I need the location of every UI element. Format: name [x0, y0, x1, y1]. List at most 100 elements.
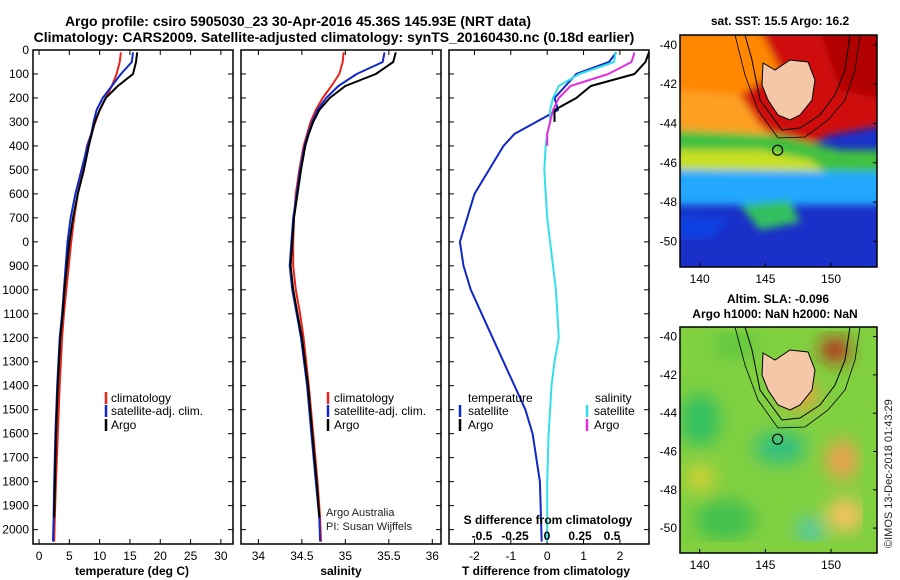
salinity-series: [288, 52, 397, 542]
s-tick-label: -0.25: [501, 529, 529, 543]
latitude-label: -40: [660, 38, 678, 52]
legend-s-argo: Argo: [594, 418, 620, 432]
salinity-legend: climatology satellite-adj. clim. Argo: [326, 391, 426, 432]
x-tick-label: -1: [505, 549, 516, 563]
credit-pi: PI: Susan Wijffels: [326, 521, 412, 533]
sla-map-title-line1: Altim. SLA: -0.096: [727, 292, 829, 306]
temperature-legend: climatology satellite-adj. clim. Argo: [104, 391, 203, 432]
x-tick-label: 0: [36, 549, 43, 563]
s-tick-label: 0: [544, 529, 551, 543]
x-tick-label: -2: [469, 549, 480, 563]
depth-tick-label: 1100: [3, 307, 29, 321]
x-tick-label: 15: [123, 549, 137, 563]
latitude-label: -46: [660, 156, 678, 170]
depth-tick-label: 1500: [2, 403, 29, 417]
sla-map-frame: [679, 326, 878, 554]
sst-map-frame: [679, 34, 878, 268]
legend-title-temperature: temperature: [468, 391, 533, 405]
sla-field: [680, 327, 877, 553]
depth-tick-label: 700: [9, 211, 29, 225]
temperature-panel: 0 5 10 15 20 25 30 0 100 200 300 400 500 600 700 0 900 1…: [2, 43, 234, 578]
depth-tick-label: 0: [22, 43, 29, 57]
salinity-x-ticks: 34 34.5 35 35.5 36: [252, 50, 440, 563]
sst-map: sat. SST: 15.5 Argo: 16.2 140 145 150 -40 -4…: [660, 14, 878, 286]
tasmania-shape: [761, 349, 816, 411]
latitude-label: -42: [660, 368, 678, 382]
latitude-label: -44: [660, 406, 678, 420]
x-tick-label: 34: [252, 549, 266, 563]
depth-tick-label: 1900: [2, 499, 29, 513]
temperature-x-ticks: 0 5 10 15 20 25 30: [36, 50, 228, 563]
depth-tick-label: 200: [9, 91, 29, 105]
x-tick-label: 1: [580, 549, 587, 563]
sla-map-title-line2: Argo h1000: NaN h2000: NaN: [692, 307, 857, 321]
x-tick-label: 34.5: [290, 549, 314, 563]
bathymetry-contour: [734, 327, 861, 429]
legend-climatology: climatology: [334, 391, 394, 405]
s-tick-label: 0.25: [568, 529, 592, 543]
latitude-label: -42: [660, 77, 678, 91]
latitude-label: -48: [660, 195, 678, 209]
legend-argo: Argo: [111, 418, 137, 432]
x-tick-label: 5: [66, 549, 73, 563]
depth-tick-label: 1800: [2, 475, 29, 489]
legend-satellite-adj: satellite-adj. clim.: [334, 404, 426, 418]
legend-t-satellite: satellite: [468, 404, 509, 418]
x-tick-label: 35.5: [377, 549, 401, 563]
sst-map-title: sat. SST: 15.5 Argo: 16.2: [711, 14, 850, 28]
depth-tick-label: 0: [22, 235, 29, 249]
series-line-satellite-s: [543, 52, 617, 542]
salinity-y-ticks: [241, 49, 441, 531]
latitude-label: -50: [660, 521, 678, 535]
difference-panel: -2 -1 0 1 2 T difference from climatology S …: [448, 49, 650, 578]
series-line-satellite-t: [458, 51, 618, 542]
depth-tick-label: 900: [9, 259, 29, 273]
depth-tick-label: 400: [9, 139, 29, 153]
series-line-argo: [289, 52, 397, 518]
sst-map-ticks: 140 145 150 -40 -42 -44 -46 -48 -50: [660, 38, 877, 286]
x-tick-label: 0: [544, 549, 551, 563]
x-tick-label: 20: [154, 549, 168, 563]
depth-tick-label: 1300: [2, 355, 29, 369]
imos-timestamp: ©IMOS 13-Dec-2018 01:43:29: [883, 399, 895, 548]
x-tick-label: 36: [426, 549, 440, 563]
float-position-marker: [771, 433, 784, 445]
depth-tick-label: 600: [9, 187, 29, 201]
legend-s-satellite: satellite: [594, 404, 635, 418]
depth-tick-label: 1200: [2, 331, 29, 345]
longitude-label: 145: [755, 272, 775, 286]
difference-series: [458, 51, 650, 542]
longitude-label: 150: [821, 558, 841, 572]
latitude-label: -46: [660, 444, 678, 458]
temperature-x-label: temperature (deg C): [75, 564, 189, 578]
longitude-label: 150: [821, 272, 841, 286]
latitude-label: -50: [660, 234, 678, 248]
temperature-plot-frame: [32, 49, 234, 545]
depth-tick-label: 1400: [2, 379, 29, 393]
salinity-x-label: salinity: [320, 564, 362, 578]
sla-map-ticks: 140 145 150 -40 -42 -44 -46 -48 -50: [660, 330, 877, 572]
s-tick-label: 0.5: [604, 529, 621, 543]
temperature-series: [52, 52, 139, 542]
longitude-label: 145: [755, 558, 775, 572]
depth-y-ticks: 0 100 200 300 400 500 600 700 0 900 1000 1100 1200 13…: [2, 43, 233, 537]
depth-tick-label: 1700: [2, 451, 29, 465]
x-tick-label: 35: [339, 549, 353, 563]
legend-satellite-adj: satellite-adj. clim.: [111, 404, 203, 418]
bathymetry-contour: [744, 35, 851, 131]
longitude-label: 140: [690, 558, 710, 572]
legend-argo: Argo: [334, 418, 360, 432]
x-tick-label: 25: [184, 549, 198, 563]
tasmania-shape: [761, 59, 816, 121]
x-tick-label: 10: [93, 549, 107, 563]
series-line-argo: [53, 52, 139, 518]
latitude-label: -40: [660, 330, 678, 344]
difference-legend: temperature satellite Argo salinity sate…: [458, 391, 635, 432]
depth-tick-label: 100: [9, 67, 29, 81]
s-tick-label: -0.5: [472, 529, 493, 543]
credit-argo-australia: Argo Australia: [326, 507, 395, 519]
series-line-satellite-adj-clim-: [288, 52, 386, 542]
series-line-argo-t: [553, 52, 650, 122]
longitude-label: 140: [690, 272, 710, 286]
